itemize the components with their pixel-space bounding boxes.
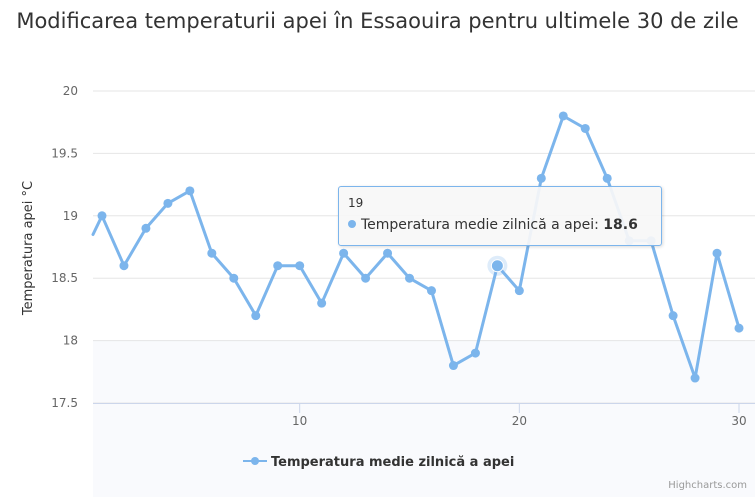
data-point[interactable] xyxy=(448,361,458,371)
chart-title: Modificarea temperaturii apei în Essaoui… xyxy=(16,9,739,33)
y-tick-label: 19.5 xyxy=(51,146,78,160)
series-dot-icon xyxy=(348,220,356,228)
data-point[interactable] xyxy=(97,211,107,221)
data-point[interactable] xyxy=(361,273,371,283)
data-point[interactable] xyxy=(405,273,415,283)
data-point[interactable] xyxy=(251,311,261,321)
data-point[interactable] xyxy=(163,198,173,208)
data-point[interactable] xyxy=(339,248,349,258)
data-point[interactable] xyxy=(119,261,129,271)
data-point[interactable] xyxy=(383,248,393,258)
lower-plot-shade xyxy=(93,340,755,497)
y-tick-label: 18.5 xyxy=(51,271,78,285)
series-line xyxy=(91,114,741,380)
data-point[interactable] xyxy=(295,261,305,271)
legend-line-marker-icon xyxy=(243,455,267,467)
y-tick-label: 18 xyxy=(63,334,78,348)
data-point[interactable] xyxy=(207,248,217,258)
x-tick-label: 30 xyxy=(731,414,746,428)
y-tick-label: 17.5 xyxy=(51,396,78,410)
legend-item[interactable]: Temperatura medie zilnică a apei xyxy=(243,455,514,473)
data-point[interactable] xyxy=(558,111,568,121)
credits-link[interactable]: Highcharts.com xyxy=(668,480,747,491)
x-axis-ticks: 10 20 30 xyxy=(292,403,747,428)
data-point[interactable] xyxy=(229,273,239,283)
data-point[interactable] xyxy=(580,123,590,133)
tooltip-x-value: 19 xyxy=(348,196,364,210)
data-point[interactable] xyxy=(514,286,524,296)
y-axis-label: Temperatura apei °C xyxy=(21,181,36,316)
data-point[interactable] xyxy=(426,286,436,296)
y-tick-label: 20 xyxy=(63,84,78,98)
tooltip-row: Temperatura medie zilnică a apei: 18.6 xyxy=(348,217,638,233)
data-point[interactable] xyxy=(490,259,504,273)
data-point[interactable] xyxy=(690,373,700,383)
x-tick-label: 10 xyxy=(292,414,307,428)
y-tick-label: 19 xyxy=(63,209,78,223)
tooltip-value: 18.6 xyxy=(603,217,638,233)
data-point[interactable] xyxy=(668,311,678,321)
data-point[interactable] xyxy=(734,323,744,333)
tooltip-series-label: Temperatura medie zilnică a apei: xyxy=(361,217,599,233)
y-axis-ticks: 20 19.5 19 18.5 18 17.5 xyxy=(51,84,78,410)
data-point[interactable] xyxy=(273,261,283,271)
data-point[interactable] xyxy=(185,186,195,196)
tooltip: 19 Temperatura medie zilnică a apei: 18.… xyxy=(338,186,662,246)
data-point[interactable] xyxy=(141,223,151,233)
legend-label: Temperatura medie zilnică a apei xyxy=(271,455,515,470)
data-point[interactable] xyxy=(602,173,612,183)
data-point[interactable] xyxy=(470,348,480,358)
x-tick-label: 20 xyxy=(512,414,527,428)
data-point[interactable] xyxy=(712,248,722,258)
data-point[interactable] xyxy=(317,298,327,308)
data-point[interactable] xyxy=(536,173,546,183)
